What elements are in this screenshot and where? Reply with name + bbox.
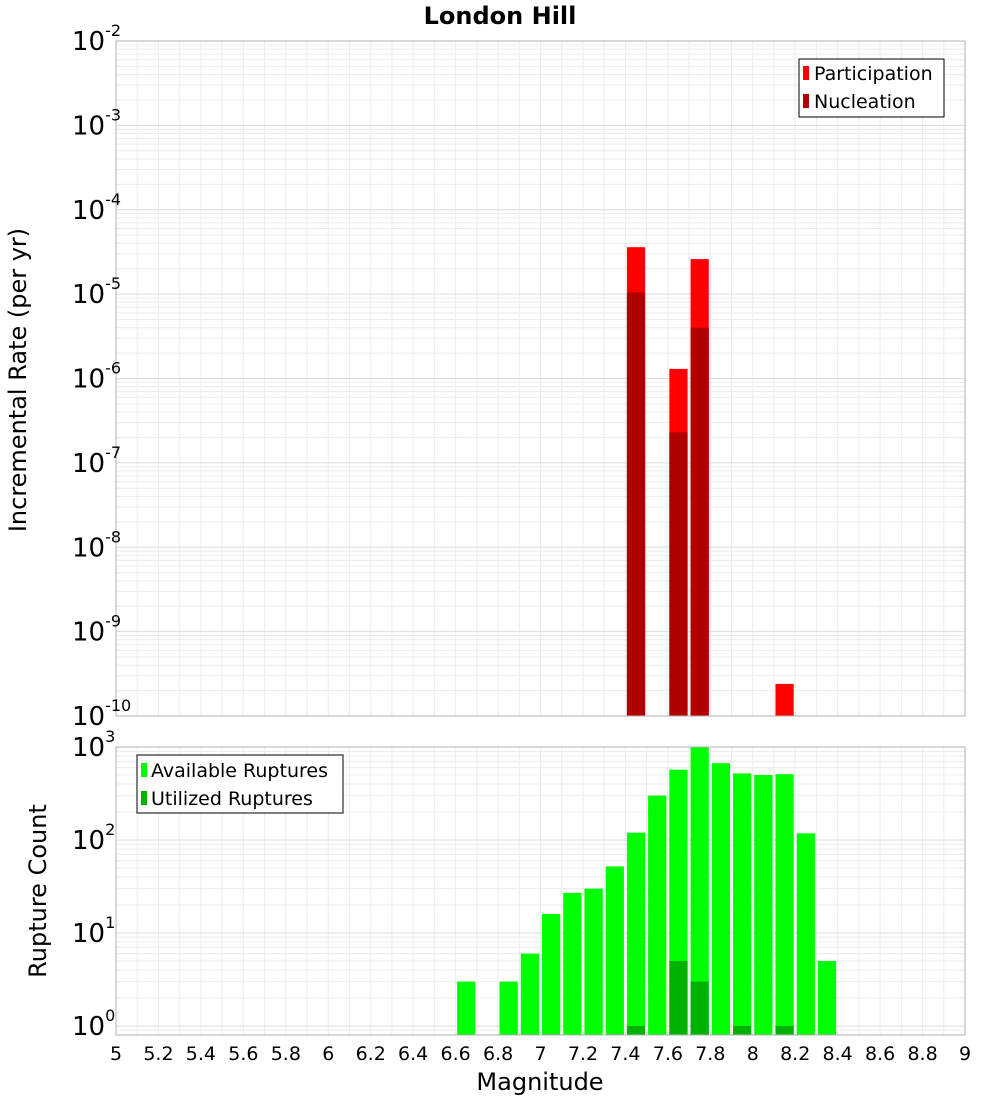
- chart-title: London Hill: [424, 2, 577, 30]
- top-panel: 10-2 10-3 10-4 10-5 10-6 10-7 10-8 10-9 10-10 In…: [4, 21, 966, 732]
- top-y-tick-label: 10-2: [72, 21, 121, 57]
- bottom-bars: [457, 747, 837, 1035]
- x-tick-label: 7.2: [568, 1043, 598, 1065]
- x-tick-label: 5: [110, 1043, 122, 1065]
- top-bar-nucleation: [669, 432, 688, 716]
- bottom-y-tick-label: 100: [72, 1006, 115, 1042]
- bottom-y-tick-label: 102: [72, 820, 115, 856]
- x-tick-label: 6.6: [440, 1043, 470, 1065]
- legend-swatch-utilized: [141, 791, 147, 805]
- bottom-bar-available-ruptures: [796, 833, 815, 1035]
- x-tick-label: 8: [747, 1043, 759, 1065]
- bottom-y-tick-label: 101: [72, 913, 115, 949]
- top-y-tick-label: 10-9: [72, 612, 121, 648]
- legend-swatch-participation: [803, 66, 809, 80]
- bottom-bar-available-ruptures: [817, 960, 837, 1035]
- x-tick-label: 7: [534, 1043, 546, 1065]
- top-plot-border: [115, 40, 966, 717]
- top-y-tick-label: 10-6: [72, 359, 121, 395]
- bottom-bar-available-ruptures: [754, 774, 773, 1035]
- x-tick-label: 8.4: [823, 1043, 853, 1065]
- bottom-bar-available-ruptures: [563, 892, 582, 1035]
- x-tick-label: 6: [322, 1043, 334, 1065]
- legend-swatch-available: [141, 763, 147, 777]
- legend-label-available: Available Ruptures: [151, 760, 328, 782]
- x-tick-label: 7.4: [610, 1043, 640, 1065]
- bottom-bar-available-ruptures: [690, 747, 709, 1035]
- x-tick-label: 6.8: [483, 1043, 513, 1065]
- top-y-tick-label: 10-5: [72, 274, 121, 310]
- x-tick-label: 9: [959, 1043, 971, 1065]
- top-grid: [115, 40, 966, 717]
- x-tick-label: 8.8: [907, 1043, 937, 1065]
- top-y-ticks: 10-2 10-3 10-4 10-5 10-6 10-7 10-8 10-9 10-10: [72, 21, 131, 732]
- top-bar-nucleation: [690, 327, 709, 716]
- bottom-y-ticks: 103 102 101 100: [72, 727, 115, 1042]
- x-axis-label: Magnitude: [476, 1068, 603, 1096]
- top-y-axis-label: Incremental Rate (per yr): [4, 228, 32, 532]
- bottom-bar-available-ruptures: [775, 774, 794, 1035]
- x-tick-label: 5.2: [143, 1043, 173, 1065]
- x-tick-label: 8.2: [780, 1043, 810, 1065]
- legend-swatch-nucleation: [803, 94, 809, 108]
- top-y-tick-label: 10-10: [72, 696, 131, 732]
- x-tick-label: 7.8: [695, 1043, 725, 1065]
- x-tick-label: 6.2: [356, 1043, 386, 1065]
- x-tick-label: 6.4: [398, 1043, 428, 1065]
- bottom-bar-utilized-ruptures: [775, 1025, 794, 1035]
- top-y-tick-label: 10-3: [72, 105, 121, 141]
- bottom-bar-available-ruptures: [499, 981, 518, 1035]
- top-bar-nucleation: [626, 292, 646, 716]
- top-bars: [626, 247, 794, 716]
- x-tick-label: 5.8: [271, 1043, 301, 1065]
- bottom-bar-utilized-ruptures: [626, 1025, 646, 1035]
- bottom-panel: 103 102 101 100 5 5.2 5.4 5.6 5.8 6 6.2 6.4 6.6 6.8 7…: [24, 727, 971, 1096]
- bottom-bar-available-ruptures: [733, 773, 752, 1035]
- x-tick-label: 7.6: [653, 1043, 683, 1065]
- bottom-bar-available-ruptures: [584, 888, 603, 1035]
- x-tick-label: 8.6: [865, 1043, 895, 1065]
- bottom-bar-available-ruptures: [711, 763, 731, 1035]
- top-legend: Participation Nucleation: [798, 58, 945, 118]
- top-y-tick-label: 10-4: [72, 190, 121, 226]
- bottom-legend: Available Ruptures Utilized Ruptures: [136, 754, 344, 814]
- x-tick-label: 5.4: [186, 1043, 216, 1065]
- bottom-bar-available-ruptures: [520, 953, 539, 1035]
- bottom-bar-available-ruptures: [648, 795, 667, 1035]
- top-bar-participation: [775, 683, 794, 716]
- bottom-bar-available-ruptures: [542, 914, 561, 1035]
- x-tick-label: 5.6: [228, 1043, 258, 1065]
- bottom-legend-box: [136, 754, 344, 814]
- bottom-bar-available-ruptures: [626, 832, 646, 1035]
- bottom-plot-border: [115, 746, 966, 1036]
- bottom-y-axis-label: Rupture Count: [24, 804, 52, 978]
- top-y-tick-label: 10-8: [72, 527, 121, 563]
- bottom-bar-utilized-ruptures: [669, 960, 688, 1035]
- legend-label-utilized: Utilized Ruptures: [151, 788, 313, 810]
- top-legend-box: [798, 58, 945, 118]
- x-ticks: 5 5.2 5.4 5.6 5.8 6 6.2 6.4 6.6 6.8 7 7.2 7.4 7.6 7.8 8…: [110, 1043, 971, 1065]
- bottom-bar-utilized-ruptures: [733, 1025, 752, 1035]
- bottom-bar-available-ruptures: [605, 866, 624, 1035]
- legend-label-nucleation: Nucleation: [814, 91, 916, 113]
- bottom-y-tick-label: 103: [72, 727, 115, 763]
- top-y-tick-label: 10-7: [72, 443, 121, 479]
- bottom-bar-utilized-ruptures: [690, 981, 709, 1035]
- bottom-bar-available-ruptures: [457, 981, 476, 1035]
- legend-label-participation: Participation: [814, 63, 933, 85]
